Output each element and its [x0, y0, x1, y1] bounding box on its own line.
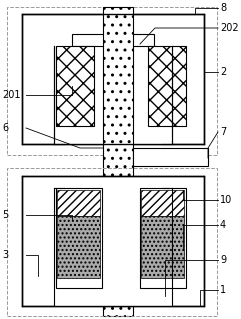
Text: 3: 3 — [2, 250, 8, 260]
Bar — [57, 190, 100, 216]
Bar — [22, 176, 204, 306]
Bar — [103, 7, 133, 316]
Text: 1: 1 — [220, 285, 226, 295]
Text: 2: 2 — [220, 67, 226, 77]
Text: 6: 6 — [2, 123, 8, 133]
Text: 10: 10 — [220, 195, 232, 205]
Bar — [7, 7, 217, 155]
Bar — [141, 190, 184, 216]
Bar — [7, 168, 217, 316]
Bar — [140, 188, 186, 288]
Text: 202: 202 — [220, 23, 239, 33]
Bar — [72, 34, 154, 46]
Bar — [54, 34, 172, 144]
Bar — [141, 216, 184, 278]
Bar — [57, 216, 100, 278]
Bar — [22, 14, 204, 144]
Text: 5: 5 — [2, 210, 8, 220]
Text: 4: 4 — [220, 220, 226, 230]
Text: 201: 201 — [2, 90, 20, 100]
Bar — [56, 46, 94, 126]
Text: 8: 8 — [220, 3, 226, 13]
Text: 7: 7 — [220, 127, 226, 137]
Bar — [148, 46, 186, 126]
Bar — [56, 188, 102, 288]
Bar — [54, 188, 172, 306]
Text: 9: 9 — [220, 255, 226, 265]
Bar — [133, 148, 208, 166]
